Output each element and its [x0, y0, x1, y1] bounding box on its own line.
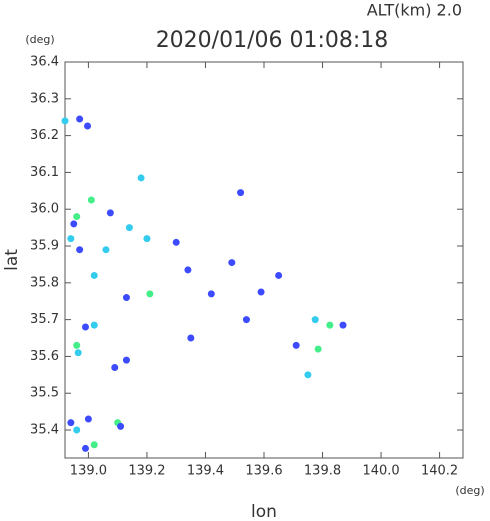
x-tick-label: 140.2: [421, 464, 458, 479]
chart-title: 2020/01/06 01:08:18: [156, 28, 389, 53]
echo-point: [292, 341, 300, 349]
y-tick-label: 36.1: [30, 165, 59, 180]
y-unit: (deg): [25, 33, 54, 46]
echo-point: [242, 316, 250, 324]
x-tick-label: 139.8: [304, 464, 341, 479]
echo-point: [76, 246, 84, 254]
echo-point: [67, 419, 75, 427]
echo-point: [73, 213, 81, 221]
x-unit: (deg): [455, 484, 484, 497]
echo-point: [339, 321, 347, 329]
x-axis-label: lon: [251, 502, 277, 521]
y-tick-label: 36.0: [30, 202, 59, 217]
echo-point: [184, 266, 192, 274]
echo-point: [102, 246, 110, 254]
echo-point: [117, 422, 125, 430]
echo-point: [311, 316, 319, 324]
echo-point: [90, 321, 98, 329]
echo-point: [84, 415, 92, 423]
echo-point: [304, 371, 312, 379]
echo-point: [111, 363, 119, 371]
echo-point: [187, 334, 195, 342]
echo-point: [81, 444, 89, 452]
x-tick-label: 139.2: [128, 464, 165, 479]
y-tick-label: 35.8: [30, 275, 59, 290]
y-tick-label: 35.7: [30, 312, 59, 327]
y-tick-label: 35.5: [30, 386, 59, 401]
echo-point: [87, 196, 95, 204]
y-axis-label: lat: [2, 249, 22, 271]
x-tick-label: 140.0: [362, 464, 399, 479]
y-tick-label: 35.6: [30, 349, 59, 364]
echo-point: [90, 441, 98, 449]
echo-point: [146, 290, 154, 298]
echo-point: [172, 238, 180, 246]
echo-point: [90, 271, 98, 279]
echo-point: [275, 271, 283, 279]
echo-point: [81, 323, 89, 331]
echo-point: [137, 174, 145, 182]
plot-frame: [64, 61, 464, 459]
echo-point: [70, 220, 78, 228]
echo-point: [125, 224, 133, 232]
y-tick-label: 35.9: [30, 239, 59, 254]
x-tick-label: 139.4: [187, 464, 224, 479]
y-tick-label: 36.2: [30, 128, 59, 143]
echo-point: [122, 294, 130, 302]
altitude-label: ALT(km) 2.0: [367, 1, 462, 20]
echo-point: [61, 117, 69, 125]
echo-point: [237, 189, 245, 197]
y-tick-label: 35.4: [30, 423, 59, 438]
echo-point: [143, 235, 151, 243]
echo-point: [73, 341, 81, 349]
echo-point: [314, 345, 322, 353]
echo-point: [122, 356, 130, 364]
echo-point: [67, 235, 75, 243]
echo-point: [74, 349, 82, 357]
y-tick-label: 36.4: [30, 55, 59, 70]
echo-point: [326, 321, 334, 329]
echo-point: [84, 122, 92, 130]
echo-point: [76, 115, 84, 123]
x-tick-label: 139.0: [70, 464, 107, 479]
echo-point: [257, 288, 265, 296]
echo-point: [207, 290, 215, 298]
echo-point: [228, 259, 236, 267]
x-tick-label: 139.6: [245, 464, 282, 479]
echo-point: [106, 209, 114, 217]
echo-point: [73, 426, 81, 434]
y-tick-label: 36.3: [30, 91, 59, 106]
